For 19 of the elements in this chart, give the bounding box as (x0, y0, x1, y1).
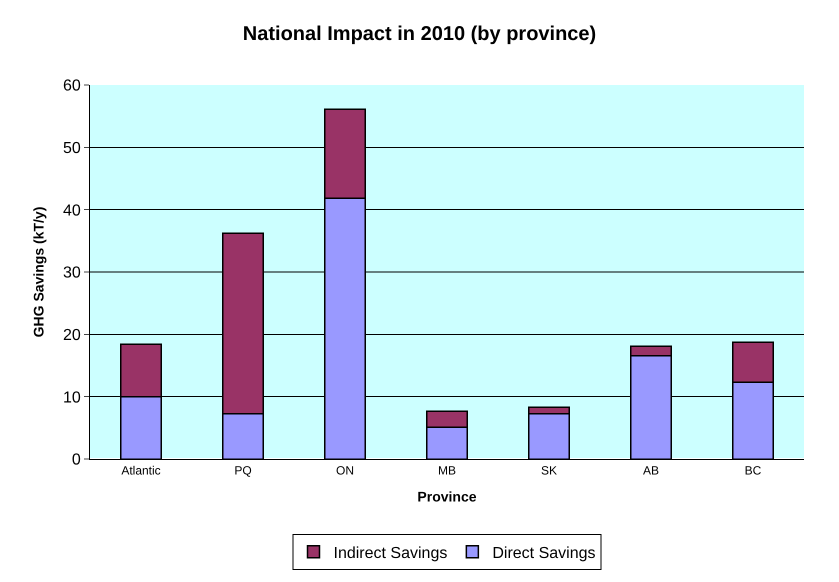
x-tick-label: BC (744, 463, 762, 478)
x-tick-label: PQ (234, 463, 252, 478)
x-tick-label: MB (438, 463, 456, 478)
y-tick-label: 30 (63, 264, 81, 282)
x-tick-label: ON (336, 463, 354, 478)
y-tick-label: 50 (63, 140, 81, 157)
x-tick-label: Atlantic (121, 463, 161, 478)
x-axis-title: Province (417, 488, 477, 505)
y-tick-label: 40 (63, 202, 81, 220)
legend-label: Direct Savings (492, 544, 596, 562)
y-tick-label: 60 (63, 78, 81, 95)
y-tick-label: 0 (72, 452, 81, 469)
x-tick-label: SK (540, 463, 558, 478)
x-tick-label: AB (642, 463, 660, 478)
y-tick-label: 20 (63, 326, 81, 344)
y-tick-label: 10 (63, 389, 81, 406)
y-axis-title: GHG Savings (kT/y) (30, 206, 47, 338)
legend-label: Indirect Savings (334, 544, 448, 562)
chart-title: National Impact in 2010 (by province) (242, 23, 596, 46)
